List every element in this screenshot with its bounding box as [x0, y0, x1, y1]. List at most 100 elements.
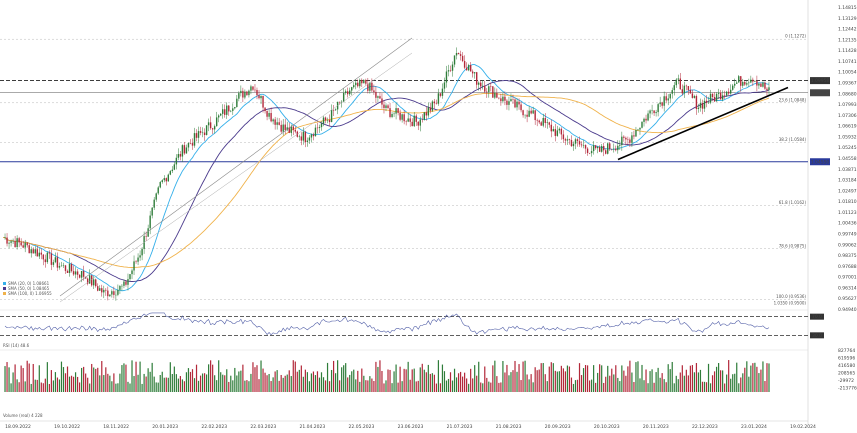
volume-bar: [87, 377, 89, 392]
price-tick-label: 0.99749: [838, 232, 857, 238]
candle-body: [56, 257, 59, 268]
volume-bar: [556, 371, 558, 392]
candle-body: [615, 148, 617, 151]
rsi-line: [4, 312, 770, 336]
candle-body: [387, 105, 389, 109]
volume-bar: [627, 366, 629, 392]
volume-bar: [607, 365, 609, 392]
volume-bar: [232, 380, 234, 392]
volume-bar: [526, 374, 528, 392]
price-tick-label: 1.07993: [838, 102, 857, 108]
volume-bar: [264, 372, 266, 392]
volume-bar: [193, 378, 196, 392]
candle-body: [316, 127, 319, 129]
volume-bar: [427, 364, 429, 392]
volume-bar: [637, 361, 639, 392]
candle-body: [711, 93, 714, 98]
volume-bar: [649, 371, 651, 392]
volume-bar: [22, 368, 24, 392]
volume-tick-label: 827764: [838, 348, 855, 354]
candle-body: [419, 119, 421, 126]
volume-bar: [220, 372, 222, 392]
volume-bar: [393, 371, 395, 392]
candle-body: [353, 85, 355, 88]
volume-bar: [46, 362, 48, 392]
volume-bar: [681, 365, 683, 392]
candle-body: [449, 70, 452, 71]
volume-bar: [415, 381, 417, 392]
volume-bar: [304, 369, 306, 392]
price-tick-label: 1.12135: [838, 37, 857, 43]
candle-body: [308, 137, 311, 141]
candle-body: [230, 110, 232, 112]
candle-body: [181, 145, 184, 157]
candle-body: [568, 139, 571, 140]
price-tick-label: 0.98375: [838, 253, 857, 259]
candle-body: [667, 98, 669, 101]
volume-bar: [4, 366, 6, 392]
volume-bar: [318, 377, 321, 392]
volume-bar: [609, 375, 611, 392]
volume-bar: [260, 360, 262, 392]
price-tag-label: 1.09148: [811, 90, 830, 96]
volume-tick-label: 619596: [838, 356, 855, 362]
date-tick-label: 21.08.2023: [496, 424, 522, 430]
price-tag-label: 1.09958: [811, 78, 830, 84]
candle-body: [665, 96, 667, 101]
volume-bar: [528, 379, 530, 392]
volume-bar: [113, 373, 115, 392]
volume-bar: [629, 360, 631, 392]
volume-bar: [693, 372, 696, 392]
candle-body: [437, 93, 440, 104]
candle-body: [399, 112, 401, 120]
volume-bar: [306, 372, 308, 392]
candle-body: [24, 242, 26, 248]
candle-body: [727, 91, 730, 94]
volume-bar: [214, 375, 216, 392]
candle-body: [88, 275, 91, 284]
candle-body: [97, 286, 99, 291]
volume-bar: [683, 375, 685, 392]
fib-level-label: 23.6 (1.0848): [779, 97, 807, 102]
candle-body: [48, 252, 51, 254]
volume-bar: [492, 365, 494, 392]
volume-bar: [459, 371, 462, 392]
volume-bar: [268, 373, 270, 392]
date-tick-label: 20.10.2023: [594, 424, 620, 430]
volume-bar: [177, 378, 179, 392]
volume-bar: [717, 363, 720, 392]
candle-body: [12, 241, 14, 242]
candle-body: [177, 154, 180, 158]
volume-bar: [298, 369, 300, 392]
candle-body: [703, 100, 706, 109]
price-tick-label: 1.08680: [838, 91, 857, 97]
candle-body: [342, 92, 345, 102]
candle-body: [90, 275, 93, 286]
candle-body: [512, 99, 514, 100]
volume-bar: [185, 372, 188, 392]
legend-entry: SMA (100, 0) 1.06955: [8, 291, 52, 296]
volume-bar: [258, 379, 260, 392]
candle-body: [254, 89, 256, 91]
candle-body: [236, 98, 238, 107]
volume-bar: [488, 381, 490, 392]
volume-bar: [155, 382, 157, 392]
volume-bar: [724, 383, 726, 392]
legend-swatch: [3, 287, 6, 290]
candle-body: [86, 278, 89, 284]
price-axis: 1.14815 1.13129 1.12442 1.12135 1.11428 1.107…: [838, 5, 857, 313]
candle-body: [338, 101, 341, 103]
candle-body: [62, 265, 65, 266]
candle-body: [373, 90, 375, 92]
volume-bar: [558, 371, 560, 392]
volume-bar: [631, 372, 633, 392]
candle-body: [157, 187, 159, 194]
candle-body: [748, 82, 750, 84]
candle-body: [99, 288, 101, 291]
candle-body: [411, 121, 413, 127]
volume-bar: [665, 382, 667, 392]
candle-body: [590, 151, 593, 154]
price-tick-label: 1.01123: [838, 210, 857, 216]
volume-bar: [244, 380, 246, 392]
